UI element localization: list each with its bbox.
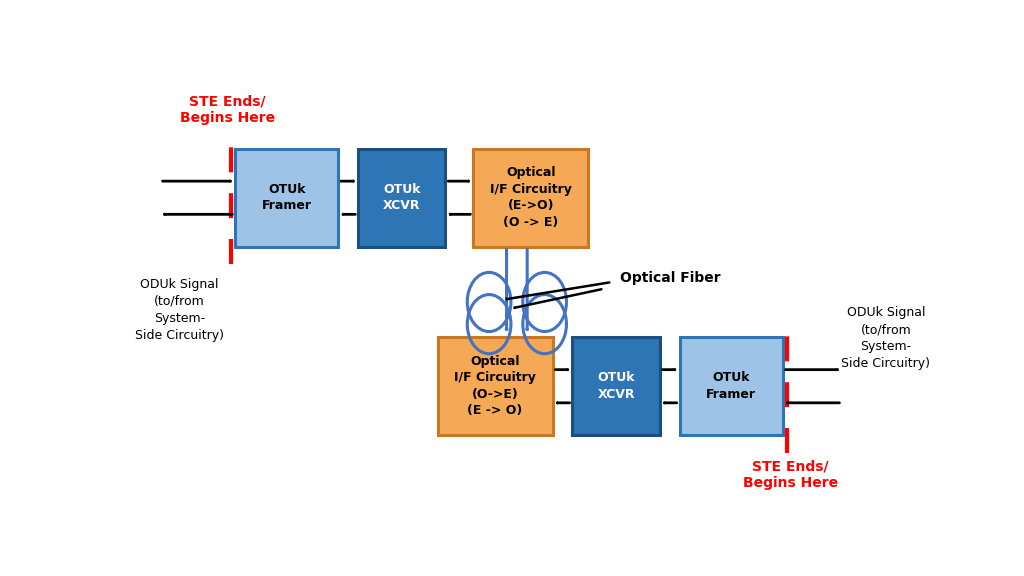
FancyBboxPatch shape — [680, 338, 782, 435]
Text: OTUk
Framer: OTUk Framer — [707, 372, 756, 401]
Text: Optical
I/F Circuitry
(E->O)
(O -> E): Optical I/F Circuitry (E->O) (O -> E) — [489, 166, 571, 229]
Text: ODUk Signal
(to/from
System-
Side Circuitry): ODUk Signal (to/from System- Side Circui… — [135, 278, 224, 342]
FancyBboxPatch shape — [358, 149, 445, 247]
Text: OTUk
XCVR: OTUk XCVR — [383, 183, 421, 213]
FancyBboxPatch shape — [572, 338, 659, 435]
Text: STE Ends/
Begins Here: STE Ends/ Begins Here — [743, 460, 839, 490]
Text: OTUk
XCVR: OTUk XCVR — [597, 372, 635, 401]
Text: Optical Fiber: Optical Fiber — [620, 271, 721, 285]
Text: Optical
I/F Circuitry
(O->E)
(E -> O): Optical I/F Circuitry (O->E) (E -> O) — [454, 355, 536, 418]
FancyBboxPatch shape — [473, 149, 588, 247]
Text: ODUk Signal
(to/from
System-
Side Circuitry): ODUk Signal (to/from System- Side Circui… — [842, 306, 931, 370]
Text: OTUk
Framer: OTUk Framer — [262, 183, 311, 213]
FancyBboxPatch shape — [437, 338, 553, 435]
FancyBboxPatch shape — [236, 149, 338, 247]
Text: STE Ends/
Begins Here: STE Ends/ Begins Here — [179, 94, 274, 124]
